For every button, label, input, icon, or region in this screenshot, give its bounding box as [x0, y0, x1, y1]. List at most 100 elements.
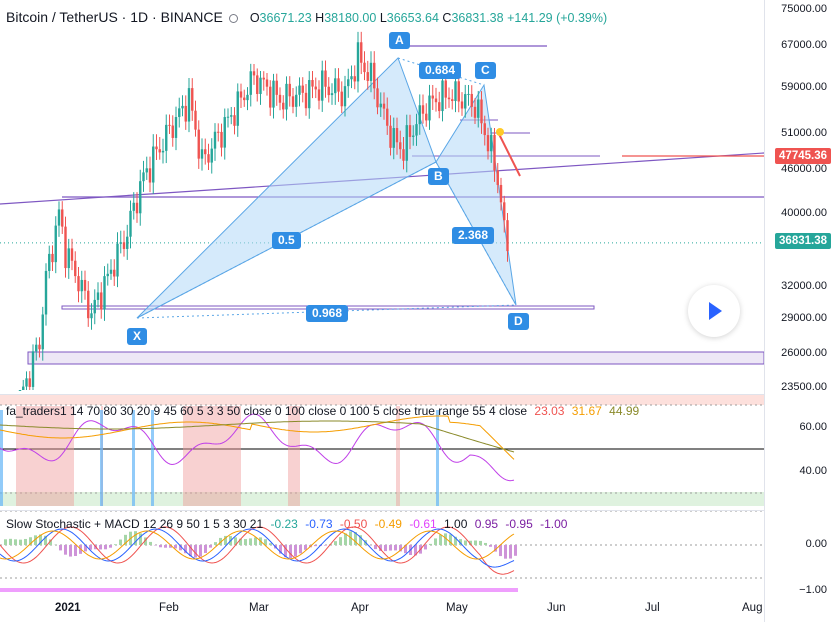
- candle-body: [220, 131, 223, 148]
- ind2-line-red: [0, 526, 515, 575]
- indicator1-value-2: 31.67: [571, 404, 602, 418]
- time-tick: Feb: [159, 602, 179, 614]
- time-tick: 2021: [55, 602, 81, 614]
- pattern-xd: [136, 304, 517, 319]
- ind2-hist-bar: [284, 545, 287, 558]
- ind2-hist-bar: [214, 542, 217, 545]
- pane-separator-1[interactable]: [0, 394, 764, 395]
- candle-body: [223, 117, 226, 148]
- indicator2-label[interactable]: Slow Stochastic + MACD 12 26 9 50 1 5 3 …: [6, 517, 568, 531]
- candle-body: [64, 226, 67, 269]
- ind2-hist-bar: [19, 539, 22, 545]
- candle-body: [272, 80, 275, 108]
- ind2-hist-bar: [339, 537, 342, 545]
- pattern-point-d[interactable]: D: [508, 313, 529, 330]
- indicator2-tick: 0.00: [805, 538, 827, 550]
- ind2-hist-bar: [184, 545, 187, 554]
- ratio-xd[interactable]: 0.968: [306, 305, 349, 322]
- ind2-hist-bar: [264, 539, 267, 545]
- ratio-ac[interactable]: 0.684: [419, 62, 462, 79]
- change-value: +141.29 (+0.39%): [507, 11, 608, 25]
- candle-body: [181, 105, 184, 109]
- indicator1-label[interactable]: fa_traders1 14 70 80 30 20 9 45 60 5 3 3…: [6, 404, 640, 418]
- ind2-hist-bar: [114, 544, 117, 545]
- candle-body: [93, 299, 96, 314]
- indicator2-value-6: 1.00: [444, 517, 468, 531]
- price-tag-level[interactable]: 47745.36: [775, 148, 831, 164]
- chart-canvas[interactable]: [0, 0, 764, 622]
- ind2-hist-bar: [434, 538, 437, 545]
- ind1-blue-zone: [132, 410, 135, 506]
- candle-body: [80, 279, 83, 292]
- candle-body: [155, 146, 158, 150]
- candle-body: [402, 149, 405, 161]
- candle-body: [109, 269, 113, 274]
- pane-separator-2[interactable]: [0, 510, 764, 511]
- candle-body: [262, 77, 265, 80]
- ind2-hist-bar: [469, 540, 472, 545]
- ind2-hist-bar: [344, 533, 347, 545]
- candle-body: [171, 125, 174, 138]
- pattern-point-c[interactable]: C: [475, 62, 496, 79]
- play-replay-button[interactable]: [688, 285, 740, 337]
- marker-dot: [496, 128, 504, 136]
- close-value: 36831.38: [451, 11, 504, 25]
- candle-body: [119, 242, 122, 244]
- candle-body: [269, 86, 272, 108]
- ind1-line-olive: [0, 420, 515, 453]
- ind2-hist-bar: [374, 545, 377, 550]
- price-tick: 59000.00: [781, 81, 827, 93]
- candle-body: [256, 75, 259, 94]
- candle-body: [41, 314, 44, 350]
- indicator1-pane: [0, 395, 764, 506]
- ind2-hist-bar: [59, 545, 62, 551]
- candle-body: [415, 124, 418, 136]
- candle-body: [51, 253, 54, 263]
- candle-body: [142, 172, 145, 182]
- candle-body: [301, 85, 304, 93]
- pattern-point-b[interactable]: B: [428, 168, 449, 185]
- candle-body: [70, 248, 74, 261]
- candle-body: [376, 88, 379, 108]
- ind2-hist-bar: [304, 545, 307, 550]
- candle-body: [353, 76, 356, 82]
- candle-body: [200, 149, 204, 159]
- candle-body: [61, 209, 64, 227]
- candle-body: [308, 80, 311, 109]
- price-axis[interactable]: 75000.00 67000.00 59000.00 51000.00 4600…: [764, 0, 832, 622]
- candle-body: [210, 148, 213, 163]
- ratio-xb[interactable]: 0.5: [272, 232, 301, 249]
- price-tag-last[interactable]: 36831.38: [775, 233, 831, 249]
- symbol-title[interactable]: Bitcoin / TetherUS · 1D · BINANCE: [6, 9, 223, 25]
- ind2-hist-bar: [224, 535, 227, 545]
- ind2-hist-bar: [294, 545, 297, 557]
- ratio-bd[interactable]: 2.368: [452, 227, 495, 244]
- candle-body: [57, 209, 61, 226]
- time-tick: Jul: [645, 602, 660, 614]
- ind2-hist-bar: [394, 545, 397, 551]
- ind2-hist-bar: [194, 545, 197, 558]
- candle-body: [395, 128, 399, 143]
- candle-body: [490, 134, 493, 152]
- pattern-point-a[interactable]: A: [389, 32, 410, 49]
- ind2-hist-bar: [499, 545, 502, 557]
- candle-body: [54, 225, 57, 263]
- ind2-hist-bar: [299, 545, 302, 554]
- candle-body: [246, 94, 249, 101]
- ind2-hist-bar: [104, 545, 107, 550]
- chart-header: Bitcoin / TetherUS · 1D · BINANCE O36671.…: [6, 9, 607, 25]
- ind2-hist-bar: [89, 545, 92, 550]
- ind2-hist-bar: [29, 537, 32, 545]
- candle-body: [252, 71, 256, 76]
- ind2-hist-bar: [69, 545, 72, 557]
- candle-body: [106, 273, 109, 277]
- candle-body: [22, 386, 25, 390]
- candle-body: [451, 99, 454, 102]
- pattern-point-x[interactable]: X: [127, 328, 148, 345]
- ind2-hist-bar: [124, 534, 127, 545]
- candle-body: [259, 77, 262, 94]
- ind1-blue-zone: [0, 410, 3, 506]
- ind2-hist-bar: [474, 540, 477, 545]
- candle-body: [278, 94, 282, 103]
- indicator1-value-3: 44.99: [609, 404, 640, 418]
